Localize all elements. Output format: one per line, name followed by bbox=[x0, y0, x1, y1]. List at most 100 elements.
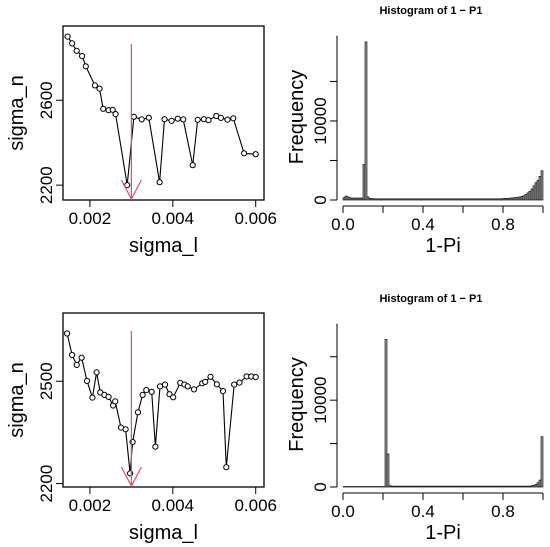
data-point bbox=[219, 388, 227, 395]
data-point bbox=[73, 47, 80, 54]
data-point bbox=[189, 162, 196, 169]
x-axis-title: sigma_l bbox=[129, 522, 198, 544]
data-point bbox=[64, 33, 71, 40]
data-point bbox=[230, 115, 237, 122]
x-tick-label: 0.006 bbox=[234, 496, 277, 515]
panel-bottom-right: Histogram of 1 − P1 0.0 0.4 0.8 0 10000 1-Pi Fr… bbox=[286, 293, 544, 544]
data-point bbox=[241, 150, 248, 157]
histogram-bar bbox=[386, 453, 390, 488]
data-point bbox=[152, 443, 159, 450]
panel-top-right: Histogram of 1 − P1 0.0 0.4 0.8 0 10000 1-Pi Fr… bbox=[286, 5, 544, 257]
data-point bbox=[138, 116, 145, 123]
data-point bbox=[100, 105, 107, 112]
data-point bbox=[180, 116, 187, 123]
x-tick-label: 0.4 bbox=[411, 215, 435, 234]
data-point bbox=[184, 383, 191, 390]
data-point bbox=[139, 391, 146, 398]
histogram-bar bbox=[540, 436, 544, 488]
data-point bbox=[122, 426, 129, 433]
y-tick-label: 2200 bbox=[37, 166, 56, 204]
histogram-title: Histogram of 1 − P1 bbox=[379, 293, 482, 305]
data-point bbox=[236, 379, 243, 386]
data-point bbox=[93, 369, 100, 376]
data-point bbox=[217, 114, 224, 122]
y-tick-label: 2500 bbox=[37, 362, 56, 400]
data-point bbox=[134, 409, 142, 416]
x-axis-title: 1-Pi bbox=[425, 235, 461, 257]
data-point bbox=[224, 116, 231, 123]
x-tick-label: 0.8 bbox=[491, 215, 515, 234]
data-point bbox=[145, 114, 152, 121]
data-point bbox=[64, 330, 71, 337]
x-tick-label: 0.8 bbox=[491, 502, 515, 521]
histogram-bar bbox=[540, 170, 544, 201]
data-point bbox=[156, 179, 163, 186]
y-axis-title: Frequency bbox=[286, 70, 308, 165]
y-tick-label: 0 bbox=[311, 195, 330, 204]
data-point bbox=[202, 378, 209, 385]
data-point bbox=[223, 464, 230, 471]
data-point bbox=[161, 116, 168, 123]
histogram-bar bbox=[364, 41, 368, 201]
y-tick-label: 0 bbox=[311, 482, 330, 491]
data-point bbox=[194, 116, 201, 123]
panel-bottom-left: 0.002 0.004 0.006 2200 2500 sigma_l sigma_n bbox=[6, 312, 277, 544]
panel-top-left: 0.002 0.004 0.006 2200 2600 sigma_l sigma_n bbox=[6, 25, 277, 257]
data-point bbox=[78, 354, 85, 361]
data-point bbox=[207, 373, 214, 380]
x-axis-title: sigma_l bbox=[129, 235, 198, 257]
data-point bbox=[156, 383, 164, 390]
data-point bbox=[96, 85, 103, 92]
x-axis-title: 1-Pi bbox=[425, 522, 461, 544]
x-tick-label: 0.004 bbox=[152, 496, 195, 515]
data-point bbox=[174, 115, 181, 122]
data-point bbox=[252, 151, 259, 158]
data-point bbox=[83, 377, 91, 384]
data-point bbox=[129, 438, 136, 446]
data-point bbox=[205, 117, 212, 124]
marker-arrowhead bbox=[120, 466, 142, 488]
histogram-title: Histogram of 1 − P1 bbox=[379, 5, 482, 17]
data-point bbox=[148, 388, 155, 395]
x-tick-label: 0.0 bbox=[331, 215, 355, 234]
data-point bbox=[112, 111, 119, 118]
marker-arrowhead bbox=[120, 179, 142, 201]
data-point bbox=[69, 40, 76, 47]
y-axis-title: sigma_n bbox=[6, 362, 28, 438]
data-point bbox=[82, 63, 89, 70]
data-point bbox=[161, 381, 169, 388]
data-point bbox=[89, 394, 96, 401]
data-point bbox=[252, 374, 259, 381]
x-tick-label: 0.002 bbox=[69, 496, 112, 515]
data-point bbox=[231, 381, 238, 388]
data-point bbox=[69, 351, 76, 359]
x-tick-label: 0.4 bbox=[411, 502, 435, 521]
data-point bbox=[170, 394, 177, 401]
data-point bbox=[143, 387, 150, 394]
y-tick-label: 10000 bbox=[311, 377, 330, 424]
data-point bbox=[109, 106, 116, 113]
series-line bbox=[67, 36, 256, 186]
data-point bbox=[79, 53, 86, 60]
data-point bbox=[168, 117, 175, 125]
data-point bbox=[190, 386, 198, 393]
x-tick-label: 0.0 bbox=[331, 502, 355, 521]
histogram-bar bbox=[384, 339, 388, 488]
data-point bbox=[73, 361, 80, 368]
data-point bbox=[105, 393, 112, 400]
y-axis-title: Frequency bbox=[286, 357, 308, 452]
series-line bbox=[66, 333, 256, 474]
data-point bbox=[130, 113, 137, 120]
x-tick-label: 0.006 bbox=[234, 209, 277, 228]
x-tick-label: 0.004 bbox=[152, 209, 195, 228]
y-tick-label: 2200 bbox=[37, 465, 56, 503]
y-axis-title: sigma_n bbox=[6, 75, 28, 151]
y-tick-label: 2600 bbox=[37, 81, 56, 119]
plot-frame bbox=[62, 25, 265, 201]
data-point bbox=[91, 82, 99, 89]
x-tick-label: 0.002 bbox=[69, 209, 112, 228]
data-point bbox=[213, 381, 220, 388]
y-tick-label: 10000 bbox=[311, 97, 330, 144]
data-point bbox=[112, 398, 119, 405]
